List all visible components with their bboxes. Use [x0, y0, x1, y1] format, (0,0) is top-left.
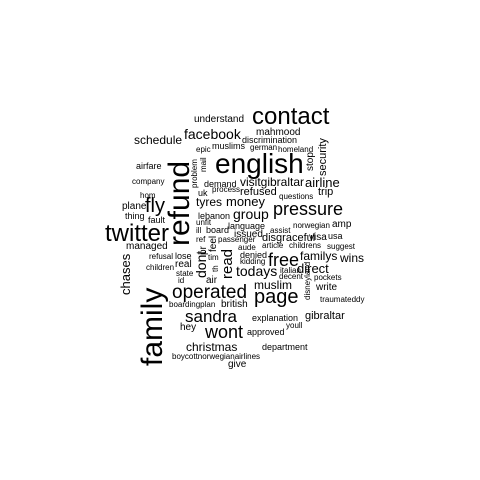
word-problem: problem: [190, 159, 199, 188]
word-gibraltar: gibraltar: [305, 310, 345, 322]
word-denied: denied: [240, 250, 268, 260]
word-facebook: facebook: [184, 126, 241, 142]
word-traumateddy: traumateddy: [320, 295, 365, 304]
word-schedule: schedule: [134, 133, 183, 147]
word-ill: ill: [196, 226, 202, 235]
word-understand: understand: [194, 114, 245, 125]
word-visitgibraltar: visitgibraltar: [240, 175, 305, 189]
word-disgraceful: disgraceful: [262, 232, 316, 244]
word-visa: visa: [309, 232, 327, 243]
word-company: company: [132, 177, 165, 186]
word-stop: stop: [305, 152, 316, 171]
word-approved: approved: [247, 327, 285, 337]
word-mail: mail: [199, 157, 208, 172]
word-hey: hey: [180, 322, 197, 333]
word-lebanon: lebanon: [198, 211, 231, 221]
word-assist: assist: [270, 226, 291, 235]
word-epic: epic: [196, 145, 211, 154]
word-group: group: [233, 206, 269, 222]
word-airline: airline: [305, 175, 340, 190]
word-demand: demand: [204, 179, 237, 189]
word-explanation: explanation: [252, 313, 299, 323]
word-usa: usa: [328, 231, 343, 241]
word-article: article: [262, 241, 284, 250]
word-ref: ref: [196, 235, 206, 244]
word-boycottnorwegianairlines: boycottnorwegianairlines: [172, 352, 261, 361]
word-chases: chases: [118, 253, 133, 295]
word-dont: dont: [193, 250, 209, 278]
word-airfare: airfare: [136, 161, 162, 171]
word-italian: italian: [280, 266, 301, 275]
word-passenger: passenger: [218, 235, 256, 244]
word-free: free: [268, 250, 300, 270]
word-english: english: [215, 148, 304, 179]
word-boardingplan: boardingplan: [169, 300, 216, 309]
word-department: department: [262, 342, 308, 352]
word-todays: todays: [236, 263, 278, 279]
word-family: family: [136, 287, 169, 366]
word-give: give: [228, 359, 247, 370]
word-board: board: [206, 225, 230, 235]
word-german: german: [250, 143, 278, 152]
word-process: process: [212, 185, 241, 194]
word-tim: tim: [208, 253, 219, 262]
word-issued: issued: [234, 229, 263, 240]
word-aude: aude: [238, 243, 256, 252]
word-disneyland: disneyland: [303, 261, 312, 300]
word-thing: thing: [125, 211, 145, 221]
word-decent: decent: [279, 272, 304, 281]
word-write: write: [316, 282, 338, 293]
word-twitter: twitter: [105, 220, 170, 247]
word-uk: uk: [198, 188, 208, 198]
word-unfit: unfit: [196, 218, 212, 227]
word-language: language: [228, 221, 266, 231]
word-homeland: homeland: [278, 145, 314, 154]
word-th: th: [211, 265, 220, 272]
word-trip: trip: [318, 186, 334, 198]
word-discrimination: discrimination: [242, 135, 298, 145]
word-refusal: refusal: [149, 252, 174, 261]
word-wont: wont: [205, 322, 244, 342]
word-sandra: sandra: [185, 307, 237, 326]
word-pressure: pressure: [273, 199, 344, 219]
word-fly: fly: [145, 195, 165, 217]
word-kidding: kidding: [240, 257, 266, 266]
word-plane: plane: [122, 201, 147, 212]
word-state: state: [176, 269, 194, 278]
word-muslim: muslim: [254, 278, 292, 292]
word-youll: youll: [286, 321, 303, 330]
word-read: read: [219, 248, 236, 279]
word-british: british: [221, 299, 248, 310]
word-refused: refused: [240, 186, 277, 198]
word-norwegian: norwegian: [293, 221, 330, 230]
word-muslims: muslims: [212, 141, 245, 151]
word-id: id: [178, 276, 185, 285]
word-air: air: [206, 275, 218, 286]
word-amp: amp: [332, 219, 352, 230]
word-christmas: christmas: [186, 340, 238, 354]
word-contact: contact: [252, 103, 330, 130]
word-feel: feel: [208, 235, 219, 252]
word-tyres: tyres: [196, 195, 223, 209]
word-children: children: [146, 263, 175, 272]
word-managed: managed: [126, 241, 168, 252]
word-mahmood: mahmood: [256, 127, 301, 138]
word-money: money: [226, 194, 266, 209]
word-wins: wins: [340, 251, 365, 265]
word-suggest: suggest: [327, 242, 356, 251]
word-hom: hom: [140, 191, 156, 200]
word-direct: direct: [297, 261, 329, 276]
word-security: security: [317, 138, 329, 176]
word-fault: fault: [148, 215, 166, 225]
word-page: page: [254, 286, 299, 308]
word-pockets: pockets: [314, 273, 342, 282]
word-familys: familys: [300, 249, 338, 263]
word-lose: lose: [175, 251, 192, 261]
word-childrens: childrens: [289, 241, 322, 250]
word-operated: operated: [172, 282, 248, 303]
word-real: real: [175, 259, 192, 270]
word-questions: questions: [279, 192, 314, 201]
